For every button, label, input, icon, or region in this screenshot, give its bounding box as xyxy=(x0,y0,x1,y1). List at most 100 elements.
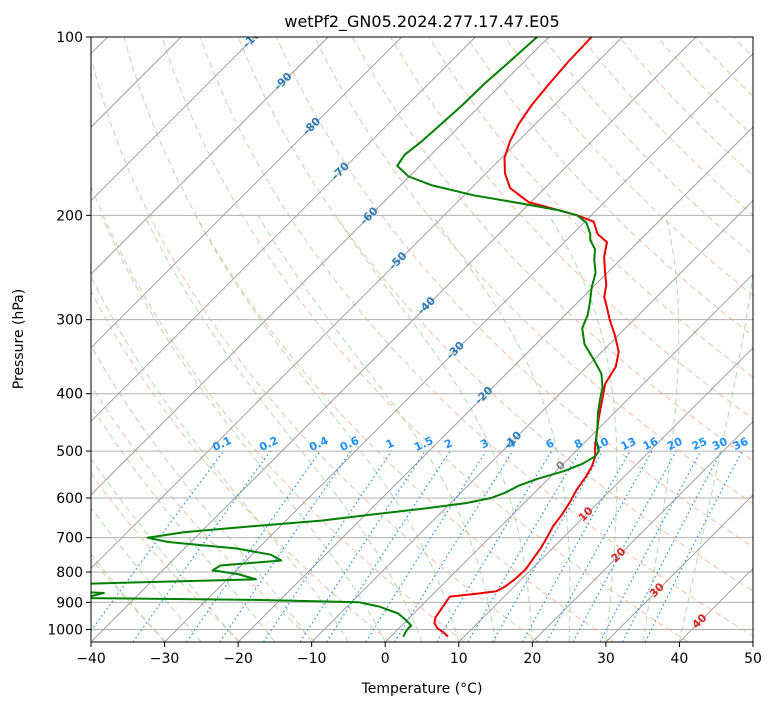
isotherm-line xyxy=(752,641,753,642)
dry-adiabat-line xyxy=(161,37,689,642)
mixing-ratio-line xyxy=(91,450,224,632)
mixing-ratio-line xyxy=(572,450,677,642)
isotherm-line xyxy=(384,273,753,642)
moist-adiabat-line xyxy=(91,275,349,642)
isotherm-label: -30 xyxy=(444,339,467,362)
isotherm-line xyxy=(237,126,753,642)
isotherm-label: 40 xyxy=(689,611,709,631)
mixing-ratio-line xyxy=(365,450,487,642)
chart-title: wetPf2_GN05.2024.277.17.47.E05 xyxy=(284,12,559,32)
mixing-ratio-line xyxy=(326,450,451,642)
dry-adiabat-line xyxy=(123,37,614,642)
isotherm-line xyxy=(91,37,476,423)
x-tick-label: −10 xyxy=(297,651,327,667)
x-tick-label: −30 xyxy=(150,651,180,667)
moist-adiabat-line xyxy=(91,457,239,642)
y-tick-label: 800 xyxy=(56,565,83,581)
dry-adiabat-line xyxy=(390,37,753,420)
isotherm-line xyxy=(91,37,697,642)
isotherm-label: -50 xyxy=(386,249,409,272)
dry-adiabat-line xyxy=(91,384,316,642)
dry-adiabat-line xyxy=(542,37,753,256)
mixing-ratio-label: 6 xyxy=(544,436,557,451)
dry-adiabat-line xyxy=(504,37,753,297)
moist-adiabat-line xyxy=(91,507,202,642)
dry-adiabat-line xyxy=(314,37,753,505)
mixing-ratio-line xyxy=(299,450,426,642)
dry-adiabat-line xyxy=(657,37,753,137)
moist-adiabat-line xyxy=(101,215,386,642)
y-tick-label: 400 xyxy=(56,387,83,403)
x-tick-label: −20 xyxy=(223,651,253,667)
dry-adiabat-line xyxy=(91,472,242,642)
y-tick-label: 900 xyxy=(56,595,83,611)
y-tick-label: 700 xyxy=(56,531,83,547)
moist-adiabat-line xyxy=(548,215,618,642)
isotherm-line xyxy=(531,420,753,642)
moist-adiabat-line xyxy=(91,345,313,642)
mixing-ratio-line xyxy=(521,450,631,642)
isotherm-line xyxy=(679,567,753,642)
mixing-ratio-line xyxy=(622,450,722,642)
mixing-ratio-label: 16 xyxy=(641,435,661,453)
moist-adiabat-line xyxy=(91,404,276,642)
mixing-ratio-line xyxy=(219,450,352,642)
x-tick-label: 50 xyxy=(744,651,762,667)
mixing-ratio-label: 25 xyxy=(690,435,709,453)
x-tick-label: −40 xyxy=(76,651,106,667)
moist-adiabat-line xyxy=(678,270,753,642)
moist-adiabat-line xyxy=(431,215,571,642)
mixing-ratio-label: 30 xyxy=(710,435,730,453)
isotherm-line xyxy=(91,37,329,275)
mixing-ratio-line xyxy=(262,450,392,642)
isotherm-line xyxy=(458,347,753,642)
dry-adiabat-line xyxy=(695,37,753,98)
isotherm-line xyxy=(91,37,550,496)
y-axis-ticks: 100 200 300 400 500 600 700 800 900 1000 xyxy=(47,30,91,638)
mixing-ratio-line xyxy=(599,450,702,642)
isotherm-line xyxy=(164,52,753,642)
isotherm-line xyxy=(91,37,403,349)
mixing-ratio-line xyxy=(436,450,553,642)
moist-adiabat-line xyxy=(144,215,423,642)
profile-lines xyxy=(91,37,620,638)
x-axis-label: Temperature (°C) xyxy=(361,681,483,697)
mixing-ratio-label: 1 xyxy=(384,436,396,451)
x-tick-label: 20 xyxy=(523,651,541,667)
dewpoint-profile-line xyxy=(91,37,604,638)
mixing-ratio-label: 13 xyxy=(619,435,638,453)
y-tick-label: 1000 xyxy=(47,622,83,638)
isotherm-line xyxy=(91,37,623,570)
dry-adiabat-line xyxy=(733,37,753,58)
dry-adiabat-line xyxy=(428,37,753,378)
y-tick-label: 300 xyxy=(56,313,83,329)
isotherm-line xyxy=(605,494,753,642)
dry-adiabat-line xyxy=(352,37,753,462)
x-tick-label: 30 xyxy=(597,651,615,667)
x-tick-label: 0 xyxy=(381,651,390,667)
mixing-ratio-label: 20 xyxy=(665,435,685,453)
temperature-profile-line xyxy=(433,37,620,638)
isotherm-line xyxy=(91,37,256,202)
dry-adiabat-line xyxy=(91,55,540,642)
y-tick-label: 200 xyxy=(56,208,83,224)
background-lines xyxy=(91,37,753,642)
y-tick-label: 600 xyxy=(56,491,83,507)
y-tick-label: 100 xyxy=(56,30,83,46)
dry-adiabat-line xyxy=(91,185,465,642)
y-tick-label: 500 xyxy=(56,444,83,460)
mixing-ratio-label: 2 xyxy=(442,436,454,451)
moist-adiabat-line xyxy=(642,215,680,642)
dry-adiabat-line xyxy=(466,37,753,337)
plot-frame xyxy=(90,36,754,643)
isotherm-label: -40 xyxy=(415,294,438,317)
y-axis-label: Pressure (hPa) xyxy=(11,289,27,389)
isotherm-label: -60 xyxy=(358,204,381,227)
moist-adiabat-line xyxy=(257,215,497,642)
mixing-ratio-line xyxy=(467,450,581,642)
x-axis-ticks: −40 −30 −20 −10 0 10 20 30 40 50 xyxy=(76,642,762,667)
mixing-ratio-line xyxy=(644,450,743,642)
dry-adiabat-line xyxy=(275,37,753,548)
